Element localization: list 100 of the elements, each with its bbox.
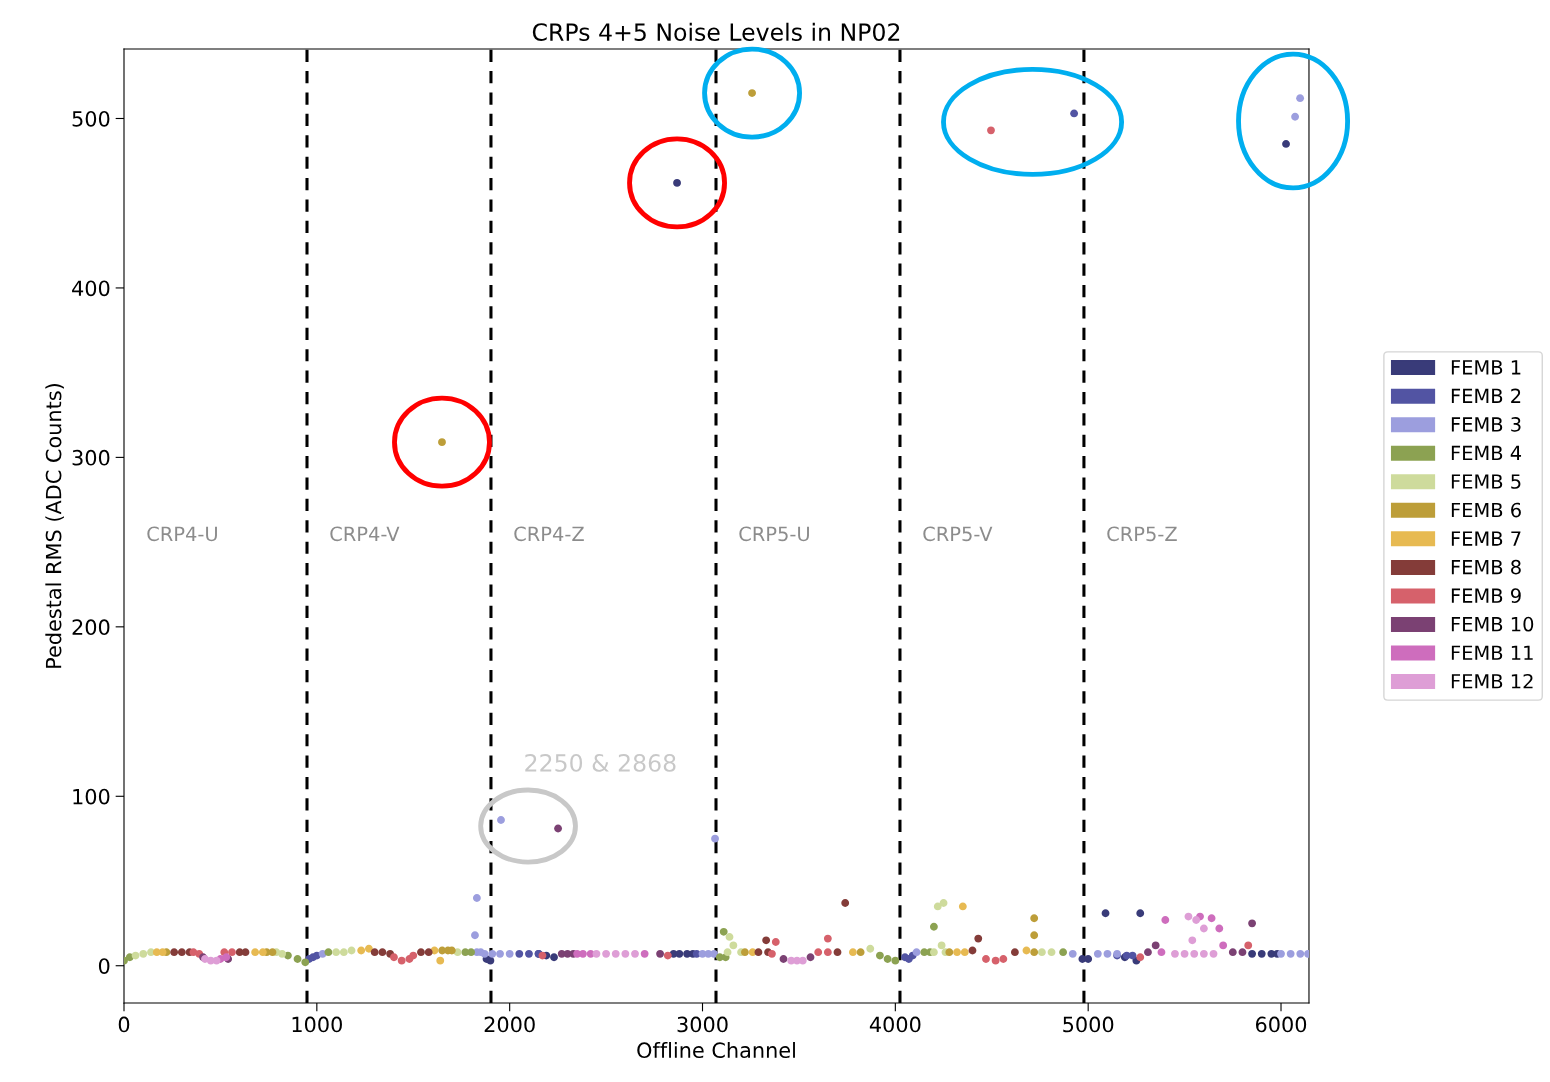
point — [1296, 949, 1305, 958]
point — [929, 922, 938, 931]
point — [631, 949, 639, 958]
y-axis-title: Pedestal RMS (ADC Counts) — [45, 384, 64, 668]
point — [1136, 953, 1145, 962]
point — [339, 948, 348, 957]
point — [1257, 949, 1266, 958]
point — [467, 948, 476, 957]
point — [471, 931, 479, 940]
point — [663, 951, 672, 960]
x-tick-label: 3000 — [677, 1016, 728, 1033]
point — [525, 949, 533, 958]
point — [515, 949, 524, 958]
annotation: CRP4-U — [147, 526, 217, 542]
point — [1296, 94, 1305, 103]
point — [251, 948, 260, 957]
point — [170, 948, 179, 957]
point — [723, 948, 732, 957]
point — [1282, 139, 1290, 148]
point — [974, 934, 983, 943]
point — [1184, 912, 1193, 921]
point — [875, 951, 884, 960]
x-tick-label: 5000 — [1063, 1016, 1114, 1033]
point — [982, 955, 990, 963]
point — [1084, 955, 1093, 963]
point — [1188, 936, 1197, 945]
point — [480, 949, 489, 958]
point — [1248, 949, 1257, 958]
point — [332, 948, 341, 957]
point — [960, 948, 969, 957]
point — [364, 944, 373, 953]
legend-label: FEMB 5 — [1451, 474, 1521, 489]
point — [719, 927, 728, 936]
point — [771, 938, 780, 946]
point — [856, 948, 865, 957]
point — [841, 899, 850, 907]
legend-label: FEMB 6 — [1451, 502, 1521, 518]
point — [611, 949, 620, 958]
point — [1022, 946, 1031, 955]
point — [1136, 909, 1145, 918]
point — [779, 955, 788, 963]
point — [883, 955, 892, 963]
point — [1030, 948, 1039, 957]
point — [711, 834, 719, 843]
point — [1151, 941, 1160, 950]
point — [1277, 949, 1285, 958]
point — [1101, 909, 1110, 918]
point — [1171, 949, 1179, 958]
point — [991, 956, 1000, 965]
point — [1103, 949, 1112, 958]
point — [592, 949, 601, 958]
point — [212, 956, 221, 965]
point — [937, 941, 946, 950]
point — [968, 946, 977, 955]
point — [1128, 951, 1137, 960]
legend-label: FEMB 3 — [1451, 417, 1521, 432]
y-tick-label: 400 — [72, 280, 110, 297]
point — [486, 956, 495, 965]
annotation: CRP5-Z — [1107, 526, 1177, 542]
point — [258, 948, 267, 957]
point — [579, 949, 587, 958]
point — [1010, 948, 1019, 957]
point — [1070, 109, 1079, 118]
point — [1215, 924, 1224, 933]
point — [806, 953, 815, 962]
point — [1047, 948, 1056, 957]
point — [1228, 948, 1237, 957]
point — [268, 948, 277, 957]
point — [378, 948, 387, 957]
point — [640, 949, 649, 958]
point — [324, 948, 333, 957]
y-tick-label: 100 — [73, 788, 110, 805]
legend-label: FEMB 8 — [1451, 559, 1521, 575]
point — [602, 949, 611, 958]
point — [833, 948, 842, 957]
legend-label: FEMB 10 — [1451, 616, 1534, 632]
legend-label: FEMB 11 — [1451, 645, 1533, 660]
point — [293, 955, 302, 963]
point — [754, 948, 763, 957]
point — [497, 816, 505, 824]
point — [912, 948, 921, 957]
point — [505, 949, 514, 958]
point — [1199, 949, 1208, 958]
point — [1030, 914, 1039, 923]
point — [1059, 948, 1068, 957]
x-tick-label: 0 — [118, 1016, 130, 1033]
point — [357, 946, 366, 955]
point — [933, 902, 942, 911]
point — [554, 824, 562, 833]
x-tick-label: 6000 — [1255, 1016, 1307, 1033]
point — [424, 948, 433, 957]
point — [409, 951, 418, 960]
y-tick-label: 200 — [72, 619, 110, 636]
point — [1093, 949, 1102, 958]
x-tick-label: 2000 — [484, 1016, 535, 1033]
point — [621, 949, 630, 958]
point — [866, 944, 875, 953]
point — [228, 948, 236, 957]
point — [729, 941, 738, 950]
point — [999, 955, 1008, 963]
